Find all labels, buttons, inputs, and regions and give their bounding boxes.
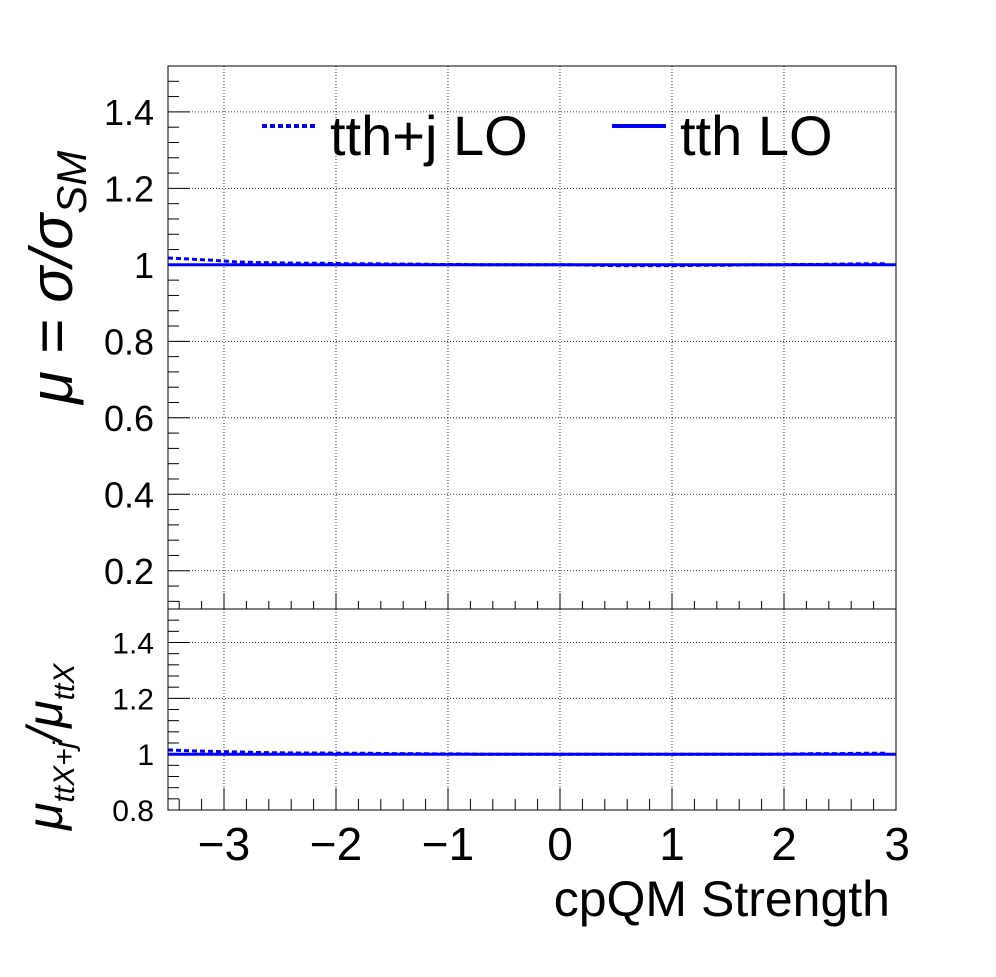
main-y-tick-label: 0.4 <box>104 474 154 515</box>
ratio-y-tick-label: 0.8 <box>112 795 154 828</box>
x-tick-label: 1 <box>659 818 685 870</box>
main-y-tick-label: 0.8 <box>104 321 154 362</box>
x-tick-label: −3 <box>198 818 250 870</box>
main-y-tick-label: 0.2 <box>104 551 154 592</box>
x-tick-label: −2 <box>310 818 362 870</box>
legend-label-tth-j-lo: tth+j LO <box>330 104 528 167</box>
ratio-y-axis-title-sub-num: ttX+j <box>48 740 81 802</box>
ratio-y-axis-title-slash: /μ <box>17 700 73 744</box>
main-y-tick-label: 1.4 <box>104 92 154 133</box>
main-y-tick-label: 1 <box>134 245 154 286</box>
x-tick-label: −1 <box>422 818 474 870</box>
legend-label-tth-lo: tth LO <box>680 104 833 167</box>
x-tick-label: 3 <box>884 818 910 870</box>
ratio-y-tick-label: 1.4 <box>112 628 154 661</box>
ratio-y-tick-label: 1.2 <box>112 683 154 716</box>
ratio-y-tick-label: 1 <box>137 739 154 772</box>
ratio-y-axis-title-sub-den: ttX <box>48 663 81 701</box>
x-axis-title: cpQM Strength <box>554 871 890 927</box>
x-tick-label: 0 <box>547 818 573 870</box>
main-y-tick-label: 1.2 <box>104 168 154 209</box>
main-y-tick-label: 0.6 <box>104 398 154 439</box>
main-y-axis-title-subscript: SM <box>48 151 95 214</box>
x-tick-label: 2 <box>771 818 797 870</box>
